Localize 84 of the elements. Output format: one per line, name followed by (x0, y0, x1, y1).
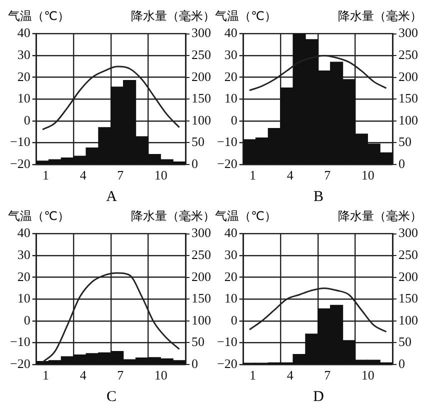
y2-axis-title: 降水量（毫米） (338, 208, 422, 224)
y2-axis-title: 降水量（毫米） (131, 8, 215, 24)
y2-tick-label: 0 (192, 156, 198, 171)
y2-tick-label: 250 (192, 246, 211, 262)
x-tick-label: 1 (42, 368, 50, 383)
y-tick-label: −20 (216, 156, 238, 171)
x-axis-title: B (313, 188, 324, 206)
y2-tick-label: 150 (398, 90, 418, 106)
x-axis-title: C (106, 388, 116, 406)
y-tick-label: 10 (224, 290, 238, 306)
x-tick-label: 7 (324, 168, 332, 183)
y-tick-label: −10 (10, 334, 30, 350)
y-tick-label: 40 (224, 225, 238, 240)
y-tick-label: 20 (17, 68, 30, 84)
x-tick-label: 4 (286, 368, 294, 383)
x-tick-label: 7 (324, 368, 332, 383)
x-tick-label: 1 (250, 368, 256, 383)
y2-tick-label: 200 (192, 68, 211, 84)
y2-tick-label: 100 (192, 112, 211, 128)
y-axis-title: 气温（℃） (215, 208, 276, 224)
y2-tick-label: 50 (192, 334, 204, 350)
y2-tick-label: 200 (398, 268, 418, 284)
y-axis-title: 气温（℃） (215, 8, 276, 24)
y2-tick-label: 300 (192, 225, 211, 240)
y-tick-label: 0 (24, 312, 30, 328)
x-tick-label: 10 (361, 168, 374, 183)
y2-tick-label: 300 (192, 25, 211, 40)
y2-tick-label: 150 (398, 290, 418, 306)
y-tick-label: 30 (17, 46, 30, 62)
x-axis-title: D (313, 388, 324, 406)
y2-tick-label: 0 (192, 356, 198, 371)
x-tick-label: 7 (117, 368, 124, 383)
y2-tick-label: 150 (192, 90, 211, 106)
y-tick-label: −20 (216, 356, 238, 371)
y-axis-title: 气温（℃） (8, 8, 70, 24)
x-tick-label: 10 (154, 168, 168, 183)
y-tick-label: 10 (17, 290, 30, 306)
y2-tick-label: 50 (398, 334, 412, 350)
y2-tick-label: 100 (192, 312, 211, 328)
y-tick-label: 20 (17, 268, 30, 284)
y-tick-label: 30 (224, 246, 238, 262)
y2-tick-label: 250 (192, 46, 211, 62)
y2-tick-label: 150 (192, 290, 211, 306)
y-tick-label: −10 (216, 134, 238, 150)
x-tick-label: 1 (42, 168, 50, 183)
y-tick-label: 0 (230, 312, 238, 328)
y2-tick-label: 200 (192, 268, 211, 284)
y-tick-label: 40 (17, 225, 30, 240)
y-axis-title: 气温（℃） (8, 208, 70, 224)
y-tick-label: 0 (24, 112, 30, 128)
y2-tick-label: 50 (192, 134, 204, 150)
x-tick-label: 7 (117, 168, 124, 183)
y-tick-label: −10 (216, 334, 238, 350)
x-tick-label: 4 (80, 168, 87, 183)
y-tick-label: −20 (10, 356, 30, 371)
y2-tick-label: 0 (398, 356, 405, 371)
y2-tick-label: 50 (398, 134, 412, 150)
y-tick-label: 10 (17, 90, 30, 106)
y2-tick-label: 100 (398, 112, 418, 128)
x-tick-label: 10 (154, 368, 168, 383)
x-tick-label: 4 (80, 368, 87, 383)
y-tick-label: 30 (17, 246, 30, 262)
y2-tick-label: 300 (398, 225, 418, 240)
x-tick-label: 1 (250, 168, 256, 183)
y-tick-label: −20 (10, 156, 30, 171)
y2-tick-label: 250 (398, 246, 418, 262)
y-tick-label: 40 (224, 25, 238, 40)
y2-axis-title: 降水量（毫米） (338, 8, 422, 24)
y2-tick-label: 0 (398, 156, 405, 171)
y2-tick-label: 100 (398, 312, 418, 328)
y2-tick-label: 200 (398, 68, 418, 84)
y-tick-label: 10 (224, 90, 238, 106)
y2-tick-label: 250 (398, 46, 418, 62)
y-tick-label: 20 (224, 268, 238, 284)
y2-axis-title: 降水量（毫米） (131, 208, 215, 224)
x-tick-label: 4 (286, 168, 294, 183)
y-tick-label: −10 (10, 134, 30, 150)
x-tick-label: 10 (361, 368, 374, 383)
y-tick-label: 0 (230, 112, 238, 128)
x-axis-title: A (106, 188, 117, 206)
y-tick-label: 20 (224, 68, 238, 84)
y-tick-label: 40 (17, 25, 30, 40)
y-tick-label: 30 (224, 46, 238, 62)
y2-tick-label: 300 (398, 25, 418, 40)
